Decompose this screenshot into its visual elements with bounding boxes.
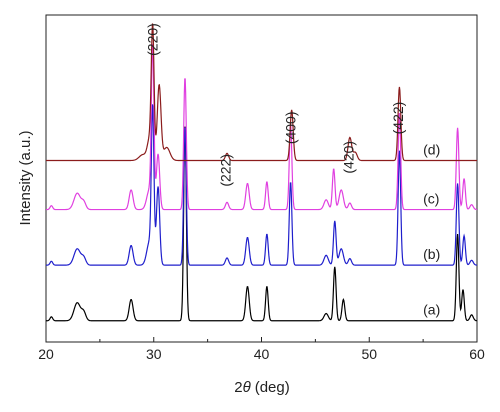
series-layer: (a) (b) (c) (d) bbox=[46, 23, 478, 322]
peak-label-3: (420) bbox=[341, 141, 357, 174]
x-tick-label-0: 20 bbox=[38, 346, 54, 362]
series-label-2: (c) bbox=[423, 191, 439, 207]
series-line-2 bbox=[46, 43, 478, 211]
series-label-0: (a) bbox=[423, 302, 440, 318]
series-label-1: (b) bbox=[423, 246, 440, 262]
x-axis-label-prefix: 2 bbox=[234, 379, 242, 396]
series-line-1 bbox=[46, 104, 478, 266]
x-tick-label-1: 30 bbox=[146, 346, 162, 362]
series-label-3: (d) bbox=[423, 142, 440, 158]
x-tick-label-3: 50 bbox=[361, 346, 377, 362]
peak-label-layer: (220) (222) (400) (420) (422) bbox=[144, 23, 406, 186]
peak-label-4: (422) bbox=[390, 102, 406, 135]
peak-label-2: (400) bbox=[282, 111, 298, 144]
x-axis-label: 2θ (deg) bbox=[234, 379, 290, 396]
x-tick-label-4: 60 bbox=[469, 346, 485, 362]
x-tick-label-2: 40 bbox=[254, 346, 270, 362]
x-axis-label-theta: θ bbox=[243, 379, 251, 396]
x-axis-label-unit: (deg) bbox=[255, 379, 290, 396]
plot-frame bbox=[45, 14, 478, 343]
peak-label-1: (222) bbox=[218, 154, 234, 187]
y-axis-label: Intensity (a.u.) bbox=[17, 130, 34, 225]
series-line-3 bbox=[46, 23, 477, 162]
tick-layer: 20 30 40 50 60 bbox=[38, 337, 485, 362]
series-line-0 bbox=[46, 126, 478, 322]
peak-label-0: (220) bbox=[144, 23, 160, 56]
